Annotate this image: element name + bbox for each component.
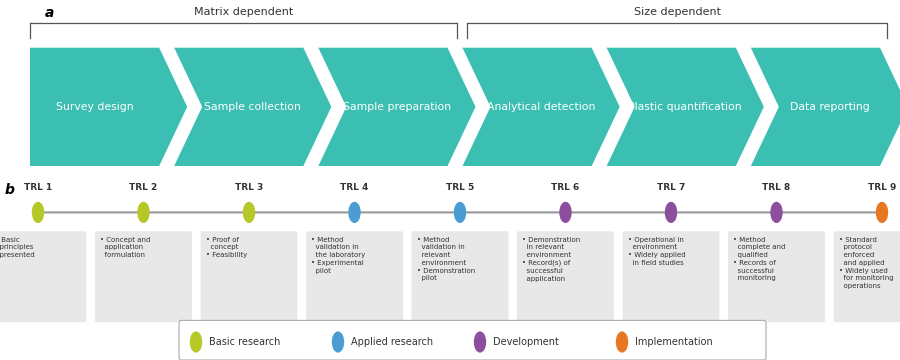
FancyBboxPatch shape xyxy=(411,231,508,322)
Circle shape xyxy=(665,202,677,222)
FancyBboxPatch shape xyxy=(833,231,900,322)
Text: a: a xyxy=(45,6,54,20)
Text: Applied research: Applied research xyxy=(351,337,433,347)
Text: Data reporting: Data reporting xyxy=(789,102,869,112)
Text: TRL 6: TRL 6 xyxy=(552,183,580,192)
Circle shape xyxy=(349,202,360,222)
Text: Sample collection: Sample collection xyxy=(204,102,302,112)
Circle shape xyxy=(332,332,344,352)
Circle shape xyxy=(877,202,887,222)
Text: b: b xyxy=(4,183,14,197)
Text: TRL 1: TRL 1 xyxy=(24,183,52,192)
Text: TRL 3: TRL 3 xyxy=(235,183,263,192)
Text: Basic research: Basic research xyxy=(209,337,281,347)
FancyBboxPatch shape xyxy=(306,231,403,322)
Circle shape xyxy=(771,202,782,222)
Text: Implementation: Implementation xyxy=(635,337,713,347)
FancyBboxPatch shape xyxy=(179,320,766,360)
Text: Size dependent: Size dependent xyxy=(634,7,721,17)
FancyBboxPatch shape xyxy=(517,231,614,322)
Circle shape xyxy=(244,202,255,222)
Circle shape xyxy=(616,332,627,352)
Polygon shape xyxy=(463,48,620,166)
Text: TRL 8: TRL 8 xyxy=(762,183,790,192)
FancyBboxPatch shape xyxy=(95,231,192,322)
Circle shape xyxy=(560,202,571,222)
Polygon shape xyxy=(607,48,764,166)
Text: Survey design: Survey design xyxy=(56,102,133,112)
Text: TRL 4: TRL 4 xyxy=(340,183,369,192)
Text: • Method
  validation in
  the laboratory
• Experimental
  pilot: • Method validation in the laboratory • … xyxy=(311,237,365,274)
FancyBboxPatch shape xyxy=(728,231,825,322)
Polygon shape xyxy=(319,48,475,166)
Text: Analytical detection: Analytical detection xyxy=(487,102,595,112)
Polygon shape xyxy=(175,48,331,166)
FancyBboxPatch shape xyxy=(623,231,719,322)
Text: • Operational in
  environment
• Widely applied
  in field studies: • Operational in environment • Widely ap… xyxy=(627,237,685,266)
Text: • Method
  validation in
  relevant
  environment
• Demonstration
  pilot: • Method validation in relevant environm… xyxy=(417,237,475,282)
Text: TRL 5: TRL 5 xyxy=(446,183,474,192)
Circle shape xyxy=(32,202,43,222)
Text: Sample preparation: Sample preparation xyxy=(343,102,451,112)
Polygon shape xyxy=(30,48,187,166)
Text: • Concept and
  application
  formulation: • Concept and application formulation xyxy=(100,237,150,258)
Text: • Demonstration
  in relevant
  environment
• Record(s) of
  successful
  applic: • Demonstration in relevant environment … xyxy=(522,237,580,282)
Circle shape xyxy=(138,202,149,222)
FancyBboxPatch shape xyxy=(201,231,298,322)
Circle shape xyxy=(191,332,202,352)
Text: • Standard
  protocol
  enforced
  and applied
• Widely used
  for monitoring
  : • Standard protocol enforced and applied… xyxy=(839,237,893,289)
Text: TRL 7: TRL 7 xyxy=(657,183,685,192)
Text: Development: Development xyxy=(493,337,559,347)
Text: Plastic quantification: Plastic quantification xyxy=(628,102,742,112)
Circle shape xyxy=(474,332,485,352)
Text: • Basic
  principles
  presented: • Basic principles presented xyxy=(0,237,34,258)
Text: • Proof of
  concept
• Feasibility: • Proof of concept • Feasibility xyxy=(205,237,247,258)
Text: Matrix dependent: Matrix dependent xyxy=(194,7,293,17)
Polygon shape xyxy=(751,48,900,166)
FancyBboxPatch shape xyxy=(0,231,86,322)
Circle shape xyxy=(454,202,465,222)
Text: • Method
  complete and
  qualified
• Records of
  successful
  monitoring: • Method complete and qualified • Record… xyxy=(733,237,786,282)
Text: TRL 2: TRL 2 xyxy=(130,183,158,192)
Text: TRL 9: TRL 9 xyxy=(868,183,896,192)
